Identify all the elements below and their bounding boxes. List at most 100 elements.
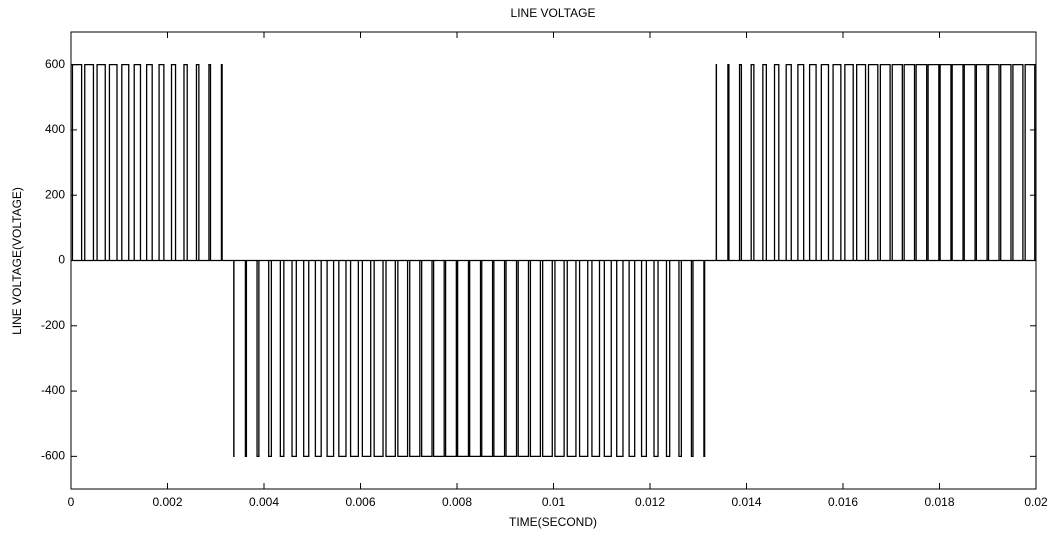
- pulse: [832, 63, 842, 261]
- pulse: [542, 260, 553, 458]
- pulse: [517, 260, 530, 458]
- x-tick-label: 0: [68, 495, 75, 509]
- x-tick-label: 0.016: [828, 495, 858, 509]
- pulse: [903, 63, 916, 261]
- pulse: [529, 260, 542, 458]
- chart-title: LINE VOLTAGE: [511, 6, 596, 20]
- pulse: [84, 63, 95, 261]
- pulse: [963, 63, 976, 261]
- pulse: [481, 260, 494, 458]
- pulse: [326, 260, 335, 458]
- x-tick-label: 0.006: [345, 495, 375, 509]
- y-axis-label: LINE VOLTAGE(VOLTAGE): [10, 187, 24, 335]
- pulse: [703, 260, 706, 458]
- pulse: [220, 63, 223, 261]
- x-tick-label: 0.014: [731, 495, 761, 509]
- x-axis-label: TIME(SECOND): [509, 515, 597, 529]
- pulse: [844, 63, 854, 261]
- x-tick-label: 0.018: [924, 495, 954, 509]
- pulse: [738, 63, 743, 261]
- pulse: [603, 260, 612, 458]
- y-tick-label: 200: [45, 187, 65, 201]
- pulse: [421, 260, 433, 458]
- pulse: [653, 260, 659, 458]
- pulse: [244, 260, 248, 458]
- pulse: [208, 63, 212, 261]
- pulse: [291, 260, 297, 458]
- pulse: [314, 260, 322, 458]
- pulse: [554, 260, 565, 458]
- x-tick-label: 0.002: [152, 495, 182, 509]
- pulse: [578, 260, 589, 458]
- pulse: [820, 63, 830, 261]
- pulse: [1024, 63, 1036, 261]
- pulse: [195, 63, 200, 261]
- pulse: [338, 260, 347, 458]
- x-tick-label: 0.02: [1024, 495, 1048, 509]
- pulse: [808, 63, 817, 261]
- pulse: [927, 63, 940, 261]
- pulse: [616, 260, 624, 458]
- pulse: [727, 63, 730, 261]
- pulse: [279, 260, 285, 458]
- pulse: [183, 63, 188, 261]
- pulse: [121, 63, 130, 261]
- pulse: [773, 63, 780, 261]
- pulse: [108, 63, 118, 261]
- y-tick-label: 0: [58, 253, 65, 267]
- pulse: [268, 260, 273, 458]
- pulse: [951, 63, 964, 261]
- x-tick-label: 0.012: [635, 495, 665, 509]
- pulse: [915, 63, 928, 261]
- pulse: [987, 63, 1000, 261]
- pulse: [256, 260, 260, 458]
- pulse: [361, 260, 372, 458]
- pulse: [493, 260, 506, 458]
- pulse: [939, 63, 952, 261]
- pulse: [678, 260, 683, 458]
- pulse: [891, 63, 903, 261]
- pulse: [591, 260, 601, 458]
- pulse: [145, 63, 153, 261]
- y-tick-label: 600: [45, 57, 65, 71]
- pulse: [303, 260, 310, 458]
- pulse: [1000, 63, 1012, 261]
- pulse: [444, 260, 457, 458]
- pulse: [628, 260, 636, 458]
- pulse: [856, 63, 867, 261]
- pulse: [158, 63, 165, 261]
- pulse: [170, 63, 177, 261]
- pulse: [71, 63, 83, 261]
- pulse: [456, 260, 470, 458]
- pulse: [385, 260, 396, 458]
- pulse: [566, 260, 577, 458]
- pulse: [762, 63, 767, 261]
- pulse: [640, 260, 648, 458]
- pulse: [1012, 63, 1024, 261]
- x-tick-label: 0.004: [249, 495, 279, 509]
- y-tick-label: -200: [41, 318, 65, 332]
- x-tick-label: 0.008: [442, 495, 472, 509]
- pulse: [432, 260, 445, 458]
- x-tick-label: 0.01: [542, 495, 566, 509]
- pulse: [349, 260, 360, 458]
- plot-frame: [70, 31, 1037, 490]
- pulse: [133, 63, 142, 261]
- pulse: [797, 63, 805, 261]
- pulse: [750, 63, 755, 261]
- y-tick-label: -600: [41, 449, 65, 463]
- pulse: [469, 260, 482, 458]
- pulse: [690, 260, 694, 458]
- pulse: [975, 63, 988, 261]
- pulse: [373, 260, 384, 458]
- pulse: [867, 63, 879, 261]
- y-tick-label: 400: [45, 122, 65, 136]
- pulse: [785, 63, 792, 261]
- pulse: [96, 63, 106, 261]
- pulse: [665, 260, 671, 458]
- y-tick-label: -400: [41, 383, 65, 397]
- pulse: [397, 260, 409, 458]
- pulse: [879, 63, 891, 261]
- pulse: [409, 260, 421, 458]
